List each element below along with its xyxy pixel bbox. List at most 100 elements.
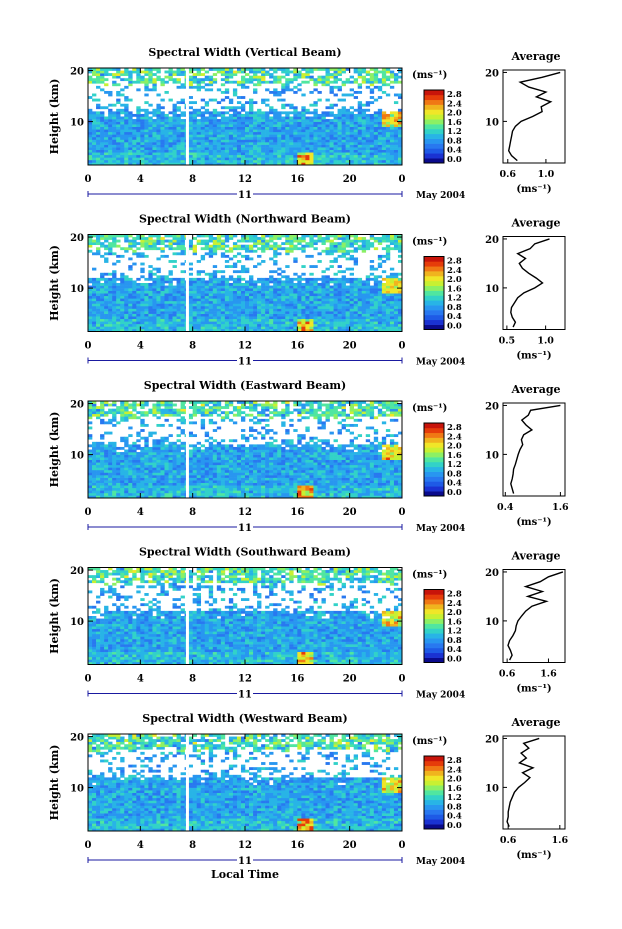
heatmap-cell — [104, 247, 109, 251]
heatmap-cell — [277, 300, 282, 304]
heatmap-cell — [369, 272, 375, 276]
heatmap-cell — [341, 275, 346, 279]
heatmap-cell — [180, 270, 185, 274]
heatmap-cell — [269, 300, 274, 304]
heatmap-cell — [220, 111, 226, 115]
heatmap-cell — [285, 83, 290, 87]
heatmap-cell — [297, 492, 302, 496]
heatmap-cell — [188, 113, 193, 117]
heatmap-cell — [228, 80, 234, 84]
heatmap-cell — [317, 157, 322, 161]
heatmap-cell — [341, 144, 346, 148]
heatmap-cell — [160, 111, 165, 115]
heatmap-cell — [168, 142, 173, 145]
heatmap-cell — [220, 113, 226, 117]
heatmap-cell — [188, 136, 193, 140]
heatmap-cell — [88, 298, 93, 302]
heatmap-cell — [357, 111, 363, 115]
heatmap-cell — [152, 134, 157, 138]
heatmap-cell — [321, 78, 326, 82]
heatmap-cell — [228, 328, 234, 332]
heatmap-cell — [277, 277, 282, 281]
heatmap-cell — [337, 326, 342, 330]
heatmap-cell — [277, 323, 282, 327]
heatmap-cell — [377, 262, 383, 266]
heatmap-cell — [277, 152, 282, 156]
heatmap-cell — [277, 293, 282, 297]
heatmap-cell — [96, 98, 101, 102]
heatmap-cell — [309, 159, 314, 163]
heatmap-cell — [261, 311, 266, 314]
heatmap-cell — [208, 326, 214, 330]
heatmap-cell — [132, 316, 137, 320]
heatmap-cell — [168, 131, 173, 135]
heatmap-cell — [349, 280, 354, 284]
heatmap-cell — [152, 277, 157, 281]
heatmap-cell — [249, 116, 254, 120]
heatmap-cell — [88, 326, 93, 330]
heatmap-cell — [353, 308, 359, 312]
heatmap-cell — [216, 321, 222, 325]
heatmap-cell — [136, 70, 141, 74]
heatmap-cell — [377, 88, 383, 92]
heatmap-cell — [397, 247, 403, 251]
heatmap-cell — [240, 247, 246, 251]
heatmap-cell — [124, 247, 129, 251]
heatmap-cell — [140, 154, 145, 158]
heatmap-cell — [249, 285, 254, 289]
heatmap-cell — [309, 485, 314, 489]
heatmap-cell — [116, 131, 121, 135]
heatmap-cell — [144, 244, 149, 248]
heatmap-cell — [309, 308, 314, 312]
heatmap-cell — [309, 75, 314, 79]
heatmap-cell — [333, 124, 338, 128]
heatmap-cell — [293, 134, 298, 138]
heatmap-cell — [261, 152, 266, 156]
heatmap-cell — [156, 78, 161, 82]
heatmap-cell — [224, 323, 230, 327]
heatmap-cell — [285, 298, 290, 302]
heatmap-cell — [373, 487, 379, 491]
heatmap-cell — [124, 129, 129, 133]
heatmap-cell — [397, 280, 403, 284]
heatmap-cell — [132, 144, 137, 148]
heatmap-cell — [281, 288, 286, 291]
heatmap-cell — [104, 78, 109, 82]
heatmap-cell — [104, 323, 109, 327]
heatmap-cell — [160, 254, 165, 258]
heatmap-cell — [136, 328, 141, 332]
heatmap-cell — [397, 254, 403, 258]
heatmap-cell — [309, 313, 314, 317]
heatmap-cell — [341, 285, 346, 289]
heatmap-cell — [128, 139, 133, 143]
heatmap-cell — [353, 234, 359, 238]
heatmap-cell — [377, 326, 383, 330]
heatmap-cell — [377, 162, 383, 166]
heatmap-cell — [200, 311, 206, 314]
heatmap-cell — [393, 485, 399, 489]
heatmap-cell — [265, 162, 270, 166]
heatmap-cell — [156, 106, 161, 110]
heatmap-cell — [341, 295, 346, 299]
heatmap-cell — [353, 159, 359, 163]
heatmap-cell — [353, 328, 359, 332]
heatmap-cell — [313, 131, 318, 135]
heatmap-cell — [329, 68, 334, 71]
heatmap-cell — [116, 136, 121, 140]
heatmap-cell — [301, 316, 306, 320]
heatmap-cell — [224, 326, 230, 330]
heatmap-cell — [261, 290, 266, 294]
heatmap-cell — [216, 244, 222, 248]
heatmap-cell — [136, 162, 141, 166]
heatmap-cell — [180, 262, 185, 266]
heatmap-cell — [92, 149, 97, 153]
heatmap-cell — [373, 311, 379, 314]
heatmap-cell — [96, 144, 101, 148]
heatmap-cell — [204, 157, 210, 161]
heatmap-cell — [369, 495, 375, 499]
heatmap-cell — [148, 237, 153, 240]
heatmap-cell — [301, 121, 306, 125]
heatmap-cell — [176, 152, 181, 156]
heatmap-cell — [240, 270, 246, 274]
heatmap-cell — [100, 492, 105, 496]
